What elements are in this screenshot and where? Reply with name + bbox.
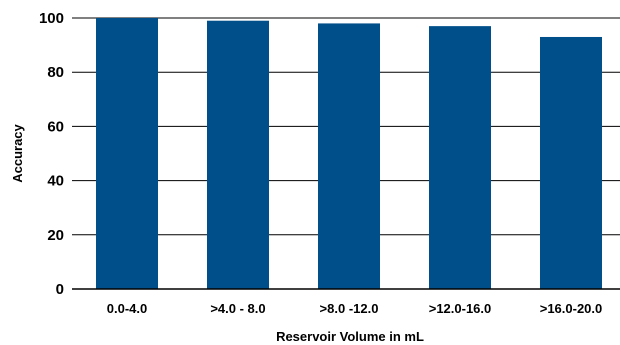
bar [540, 36, 602, 289]
y-tick-label: 80 [47, 64, 64, 81]
x-tick-label: >16.0-20.0 [540, 301, 603, 316]
x-tick-label: >12.0-16.0 [429, 301, 492, 316]
x-tick-label: 0.0-4.0 [107, 301, 147, 316]
y-tick-label: 100 [39, 10, 64, 27]
bar [318, 23, 380, 289]
x-axis-title: Reservoir Volume in mL [276, 329, 424, 344]
bar [429, 26, 491, 289]
bar [96, 18, 158, 289]
y-tick-label: 0 [56, 281, 64, 298]
x-tick-labels: 0.0-4.0 >4.0 - 8.0 >8.0 -12.0 >12.0-16.0 >16… [107, 301, 603, 316]
bar [207, 20, 269, 290]
y-axis-title: Accuracy [10, 123, 25, 182]
bars [96, 18, 602, 290]
x-tick-label: >8.0 -12.0 [320, 301, 379, 316]
y-tick-labels: 0 20 40 60 80 100 [39, 10, 64, 298]
y-tick-label: 40 [47, 173, 64, 190]
y-tick-label: 60 [47, 118, 64, 135]
x-tick-label: >4.0 - 8.0 [210, 301, 265, 316]
y-tick-label: 20 [47, 227, 64, 244]
